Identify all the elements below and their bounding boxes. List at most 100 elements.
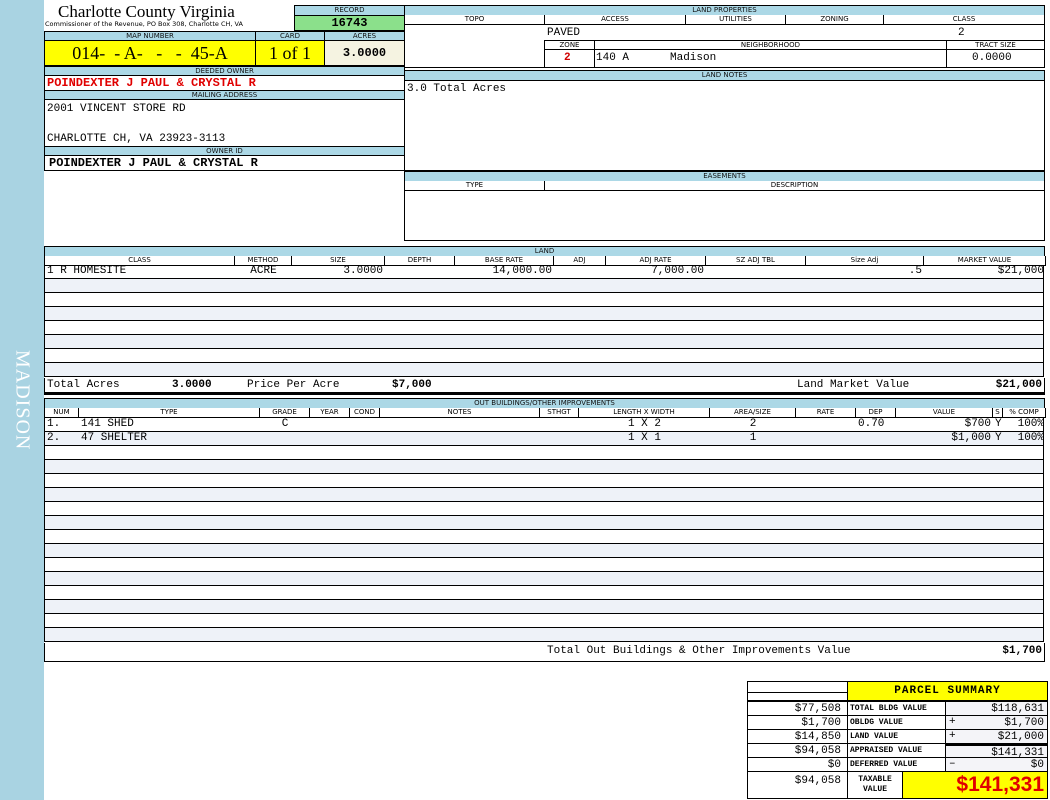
land-market-value-label: Land Market Value [797,379,910,391]
outbuilding-row [44,586,1044,600]
summary-blank-bottom [747,692,848,701]
outbuilding-col-grade: GRADE [259,408,310,418]
total-acres: 3.0000 [172,379,212,391]
outbuilding-row: 1. 141 SHED C 1 X 2 2 0.70 $700 Y 100% [44,418,1044,432]
outbuilding-cell [350,418,380,431]
summary-label: OBLDG VALUE [847,715,946,730]
outbuilding-row [44,460,1044,474]
tract-size-label: TRACT SIZE [946,40,1045,50]
map-number: 014- - A- - - 45-A [44,40,256,66]
outbuilding-row [44,600,1044,614]
outbuildings-total: $1,700 [1002,645,1042,657]
outbuilding-col-dep: DEP [855,408,896,418]
summary-value: $141,331 [945,743,1048,758]
county-subtitle: Commissioner of the Revenue, PO Box 308,… [45,20,243,28]
outbuilding-cell [856,432,896,445]
outbuilding-row [44,488,1044,502]
summary-value: $1,700 [945,715,1048,730]
outbuilding-col-length-x-width: LENGTH X WIDTH [578,408,710,418]
sidebar-district-label: MADISON [11,349,34,451]
tract-size-value: 0.0000 [972,52,1012,64]
mailing-address-box: 2001 VINCENT STORE RD CHARLOTTE CH, VA 2… [44,99,405,147]
land-totals-row: Total Acres 3.0000 Price Per Acre $7,000… [44,378,1045,395]
summary-prior-value: $94,058 [747,743,848,758]
land-cell: 14,000.00 [492,265,552,277]
outbuilding-cell: 141 SHED [81,418,134,430]
outbuilding-cell: 1 X 2 [627,418,661,430]
land-row [44,307,1044,321]
owner-id: POINDEXTER J PAUL & CRYSTAL R [44,155,405,171]
land-notes-text: 3.0 Total Acres [407,83,507,95]
outbuilding-row [44,446,1044,460]
zone-value: 2 [564,52,571,64]
utilities-label: UTILITIES [685,15,786,25]
easement-description-label: DESCRIPTION [544,181,1045,191]
outbuilding-cell [260,432,310,445]
access-value: PAVED [547,27,581,39]
summary-label: DEFERRED VALUE [847,757,946,772]
county-title: Charlotte County Virginia [58,2,235,21]
outbuilding-cell: Y [995,432,1002,444]
summary-value: $0 [945,757,1048,772]
outbuilding-row [44,614,1044,628]
land-cell: ACRE [250,265,277,277]
outbuilding-row [44,628,1044,642]
price-per-acre: $7,000 [392,379,432,391]
acres-value: 3.0000 [324,40,405,66]
outbuilding-cell [380,418,540,431]
outbuilding-cell: C [281,418,289,430]
outbuilding-cell [796,418,856,431]
land-notes-box: 3.0 Total Acres [404,80,1045,171]
card-number: 1 of 1 [255,40,325,66]
outbuilding-cell [310,418,350,431]
outbuilding-cell [310,432,350,445]
summary-prior-value: $1,700 [747,715,848,730]
easement-type-label: TYPE [404,181,545,191]
outbuilding-row [44,544,1044,558]
land-col-market-value: MARKET VALUE [923,256,1046,266]
outbuilding-cell: 2. [47,432,61,444]
neighborhood-name: Madison [670,52,717,64]
summary-label: APPRAISED VALUE [847,743,946,758]
outbuilding-row [44,558,1044,572]
outbuilding-col-year: YEAR [309,408,350,418]
land-cell [554,265,606,278]
outbuilding-cell [350,432,380,445]
outbuilding-row: 2. 47 SHELTER 1 X 1 1 $1,000 Y 100% [44,432,1044,446]
outbuilding-col-type: TYPE [78,408,260,418]
outbuilding-col-notes: NOTES [379,408,540,418]
outbuilding-cell: Y [995,418,1002,430]
zoning-label: ZONING [785,15,884,25]
land-row [44,321,1044,335]
outbuildings-total-row: Total Out Buildings & Other Improvements… [44,643,1045,662]
summary-sign: – [949,758,956,770]
easements-box [404,181,1045,241]
outbuilding-cell: 100% [1017,418,1044,430]
outbuilding-cell: 1. [47,418,61,430]
outbuilding-cell [540,418,579,431]
deeded-owner: POINDEXTER J PAUL & CRYSTAL R [44,75,405,91]
outbuilding-col-num: NUM [44,408,79,418]
outbuilding-cell: 0.70 [858,418,885,430]
summary-label: TOTAL BLDG VALUE [847,701,946,716]
class-value: 2 [958,27,965,39]
outbuildings-total-label: Total Out Buildings & Other Improvements… [547,645,851,657]
land-cell: 7,000.00 [651,265,704,277]
land-cell: .5 [908,265,922,277]
summary-prior-value: $77,508 [747,701,848,716]
summary-sign: + [949,730,956,742]
outbuilding-cell: 47 SHELTER [81,432,148,444]
land-market-value: $21,000 [995,379,1042,391]
price-per-acre-label: Price Per Acre [247,379,340,391]
outbuilding-row [44,502,1044,516]
outbuilding-col-sthgt: STHGT [539,408,579,418]
land-row: 1 R HOMESITE ACRE 3.0000 14,000.00 7,000.00.… [44,265,1044,279]
land-row [44,279,1044,293]
taxable-value: $141,331 [902,771,1048,799]
total-acres-label: Total Acres [47,379,120,391]
outbuilding-row [44,474,1044,488]
land-cell: 1 R HOMESITE [47,265,127,277]
taxable-label: TAXABLE VALUE [847,771,903,799]
outbuilding-cell: 100% [1017,432,1044,444]
summary-value: $118,631 [945,701,1048,716]
